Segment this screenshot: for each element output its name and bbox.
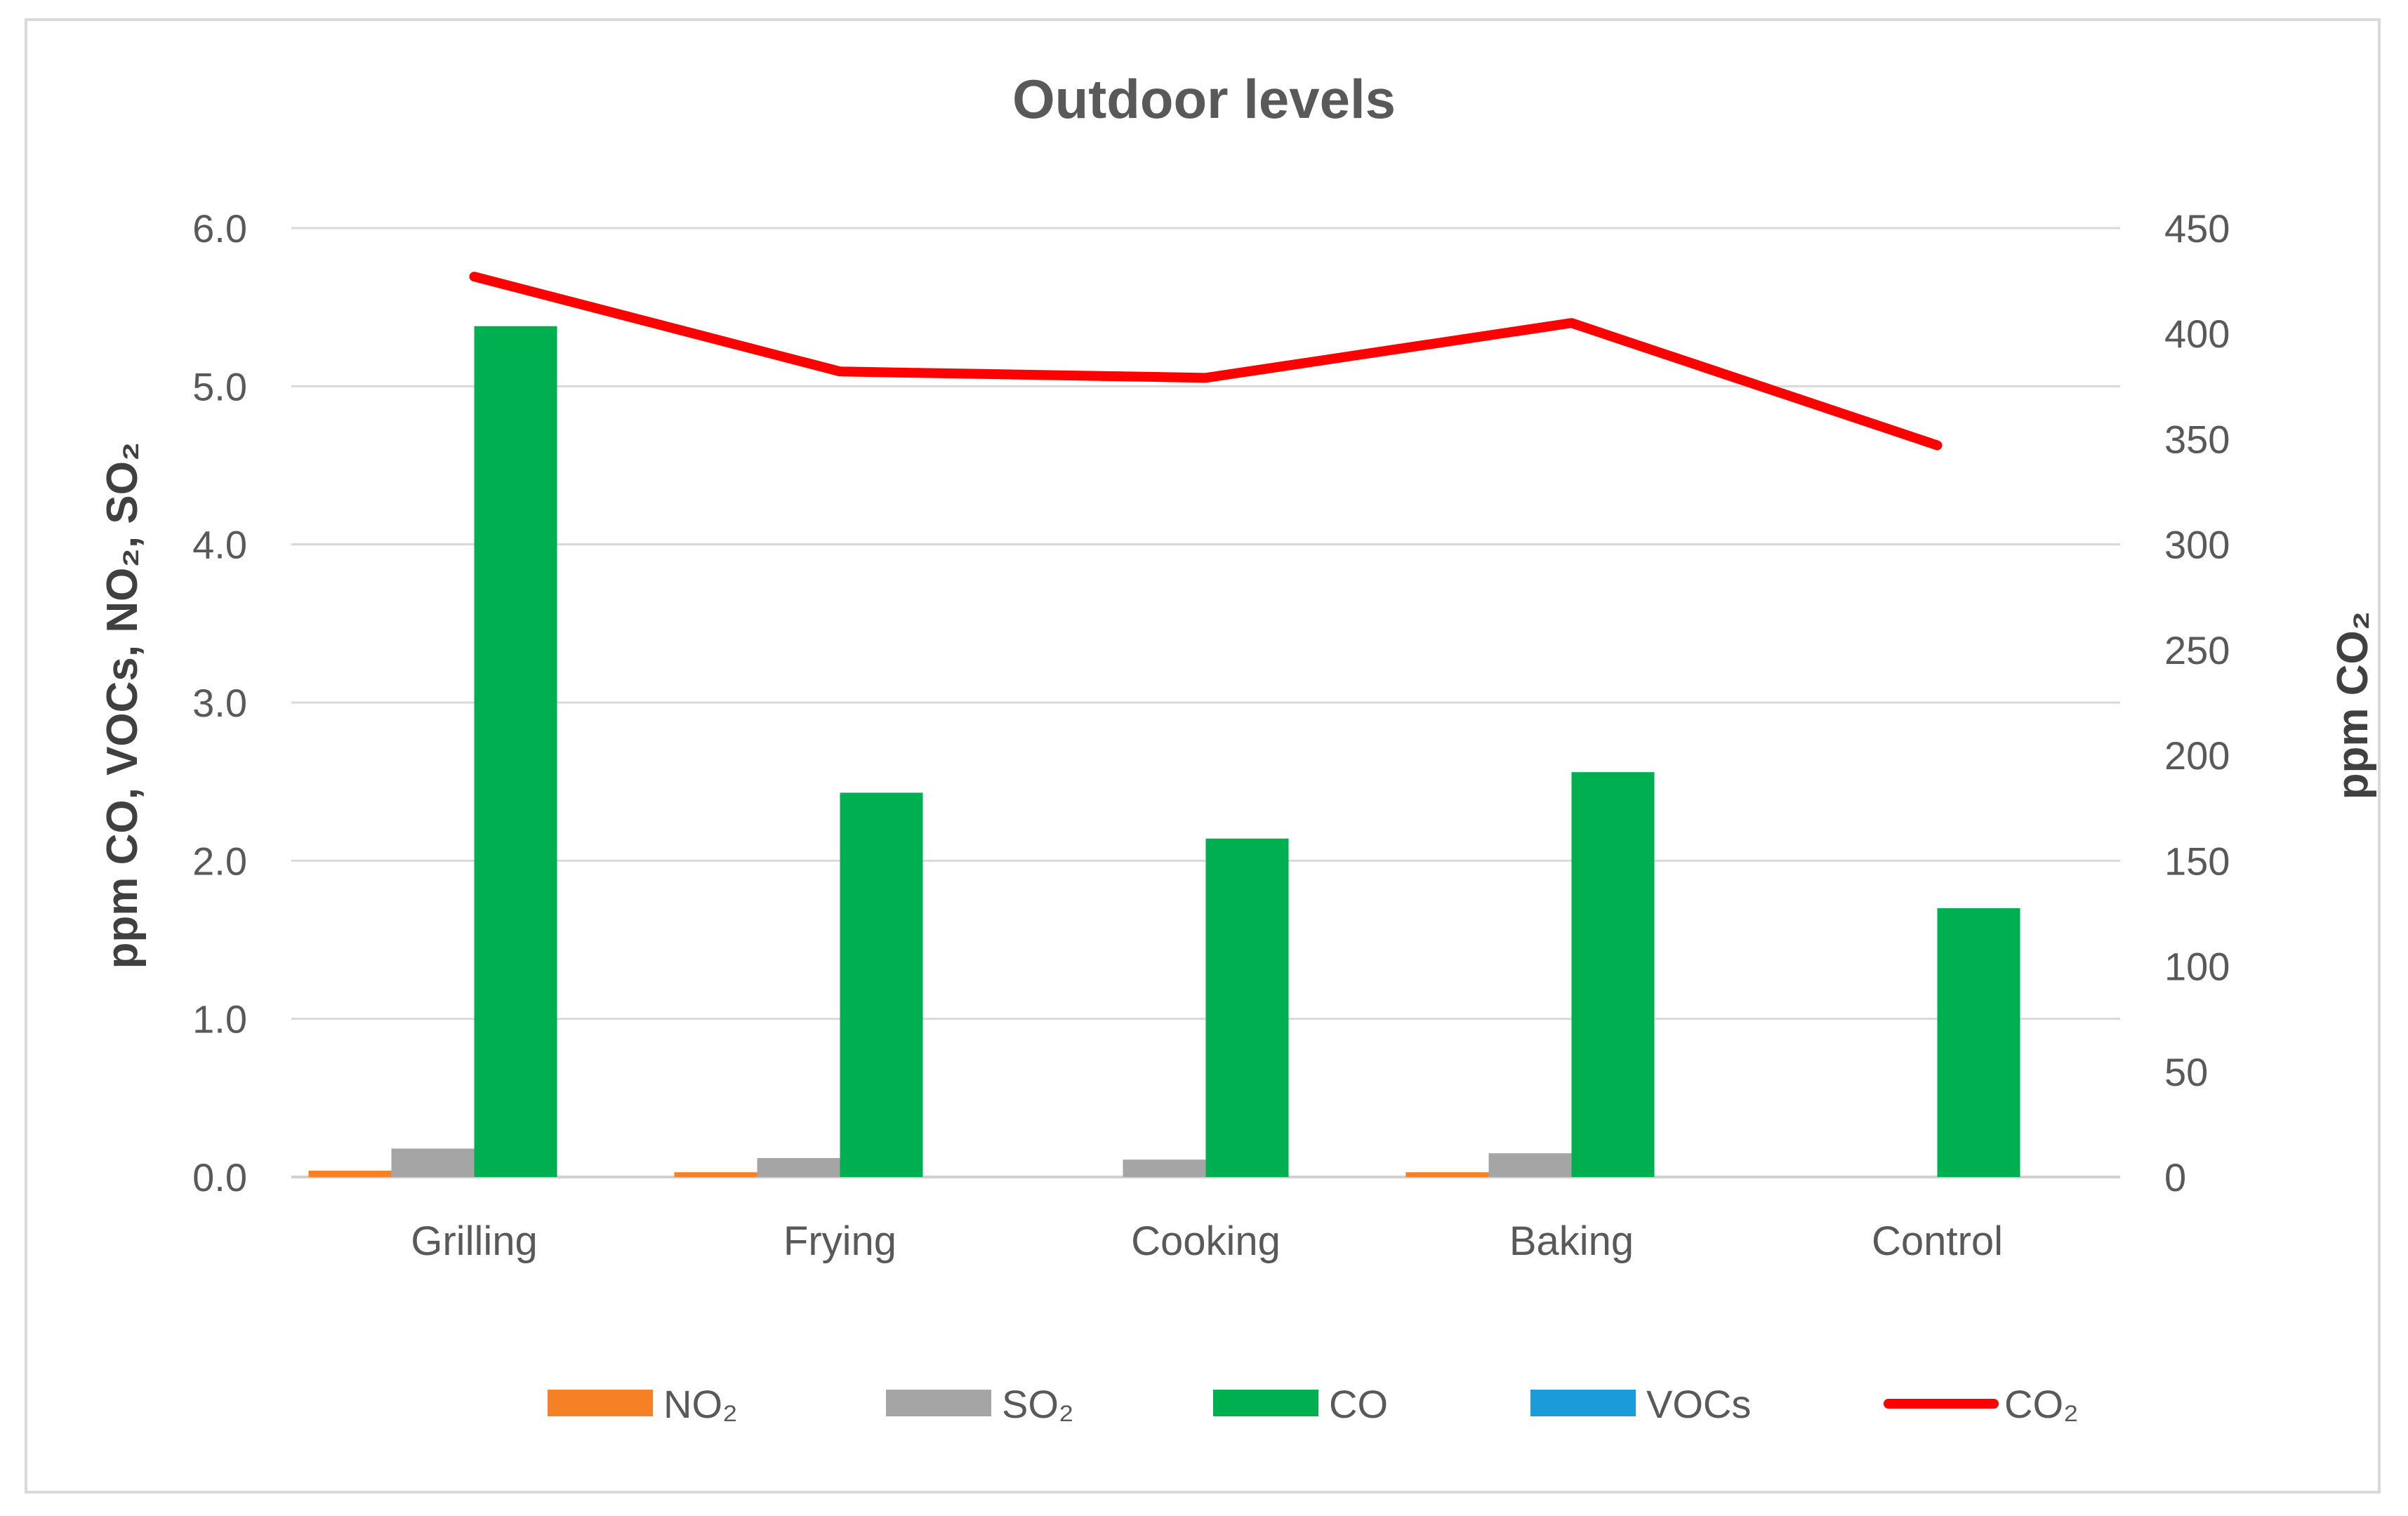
legend-swatch: [1530, 1390, 1636, 1416]
y-axis-left-title: ppm CO, VOCs, NO₂, SO₂: [98, 442, 147, 969]
chart-frame: [25, 18, 2381, 1494]
legend: NO₂ SO₂ CO VOCs CO₂: [548, 1382, 2079, 1426]
x-tick-label: Grilling: [411, 1218, 538, 1264]
bar: [1488, 1153, 1572, 1177]
y-right-tick-label: 300: [2164, 523, 2230, 567]
line-point: [1936, 444, 1939, 447]
y-right-tick-label: 0: [2164, 1155, 2186, 1199]
axis-ticks: 0.0 1.0 2.0 3.0 4.0 5.0 6.0 0 50 100 150 200 250 300 3…: [192, 206, 2230, 1264]
bar: [308, 1170, 392, 1177]
legend-label: CO: [1329, 1382, 1388, 1426]
co2-line: [469, 272, 1943, 451]
bar: [1571, 772, 1655, 1177]
y-right-tick-label: 100: [2164, 945, 2230, 989]
chart-title: Outdoor levels: [1012, 68, 1396, 130]
x-tick-label: Baking: [1509, 1218, 1634, 1264]
legend-label: VOCs: [1646, 1382, 1751, 1426]
line-point: [838, 370, 842, 373]
legend-swatch: [886, 1390, 991, 1416]
legend-swatch: [1213, 1390, 1318, 1416]
legend-swatch: [548, 1390, 653, 1416]
bar: [1205, 838, 1289, 1177]
bar: [1123, 1159, 1206, 1177]
y-left-tick-label: 0.0: [192, 1155, 247, 1199]
y-axis-right-title: ppm CO₂: [2329, 611, 2377, 800]
y-left-tick-label: 1.0: [192, 997, 247, 1042]
legend-label: SO₂: [1002, 1382, 1074, 1426]
legend-label: NO₂: [663, 1382, 738, 1426]
bar: [840, 792, 923, 1177]
y-left-tick-label: 3.0: [192, 681, 247, 725]
x-tick-label: Cooking: [1131, 1218, 1281, 1264]
bar: [674, 1172, 758, 1177]
bar: [1405, 1172, 1489, 1177]
y-right-tick-label: 250: [2164, 628, 2230, 672]
y-right-tick-label: 150: [2164, 839, 2230, 883]
line-point: [1204, 376, 1208, 380]
bar: [1937, 907, 2020, 1177]
y-left-tick-label: 6.0: [192, 206, 247, 251]
y-right-tick-label: 400: [2164, 312, 2230, 356]
x-tick-label: Control: [1872, 1218, 2003, 1264]
line-point: [472, 275, 476, 279]
y-left-tick-label: 2.0: [192, 839, 247, 883]
gridlines: [291, 227, 2120, 1178]
bar: [474, 326, 557, 1177]
y-right-tick-label: 350: [2164, 417, 2230, 461]
bar: [391, 1148, 475, 1177]
y-left-tick-label: 4.0: [192, 523, 247, 567]
y-right-tick-label: 50: [2164, 1050, 2208, 1094]
bar: [757, 1157, 840, 1177]
bars: [308, 326, 2020, 1177]
y-right-tick-label: 200: [2164, 733, 2230, 778]
y-left-tick-label: 5.0: [192, 364, 247, 408]
y-right-tick-label: 450: [2164, 206, 2230, 251]
line-point: [1570, 321, 1573, 325]
legend-label: CO₂: [2004, 1382, 2079, 1426]
line-series: [469, 272, 1943, 451]
x-tick-label: Frying: [783, 1218, 897, 1264]
